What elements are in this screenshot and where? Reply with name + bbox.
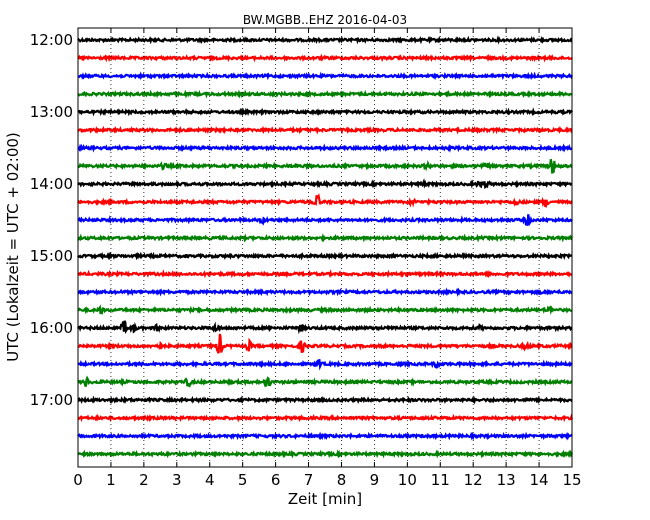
- trace-1315: [77, 125, 573, 135]
- trace-1545: [77, 304, 573, 316]
- y-axis-label: UTC (Lokalzeit = UTC + 02:00): [4, 132, 22, 362]
- trace-1645: [77, 375, 573, 388]
- traces-layer: [76, 35, 574, 459]
- x-tick-label: 0: [73, 471, 83, 489]
- chart-title: BW.MGBB..EHZ 2016-04-03: [243, 13, 407, 27]
- trace-1615: [77, 333, 573, 354]
- x-tick-label: 3: [172, 471, 182, 489]
- trace-1200: [77, 35, 573, 45]
- trace-1400: [77, 178, 573, 189]
- trace-1730: [77, 431, 573, 441]
- trace-1630: [77, 359, 573, 371]
- plot-frame: [77, 27, 573, 468]
- x-tick-label: 12: [464, 471, 483, 489]
- y-tick-label: 13:00: [30, 103, 73, 121]
- trace-1330: [77, 143, 573, 153]
- x-tick-label: 9: [370, 471, 380, 489]
- x-tick-label: 6: [271, 471, 281, 489]
- x-axis-label: Zeit [min]: [288, 490, 362, 508]
- x-tick-label: 7: [304, 471, 314, 489]
- x-tick-label: 13: [497, 471, 516, 489]
- trace-1500: [77, 251, 573, 261]
- y-tick-label: 15:00: [30, 247, 73, 265]
- x-tick-label: 11: [431, 471, 450, 489]
- x-tick-label: 14: [530, 471, 549, 489]
- trace-1445: [77, 233, 573, 243]
- x-tick-label: 8: [337, 471, 347, 489]
- x-axis: 0 1 2 3 4 5 6 7 8 9 10 11 12 13 14 15: [73, 28, 582, 489]
- trace-1300: [77, 107, 573, 117]
- x-tick-label: 10: [398, 471, 417, 489]
- x-tick-label: 5: [238, 471, 248, 489]
- trace-1430: [77, 214, 573, 227]
- trace-1530: [77, 287, 573, 298]
- y-tick-label: 12:00: [30, 31, 73, 49]
- trace-1715: [77, 413, 574, 423]
- trace-1215: [77, 53, 573, 63]
- trace-1415: [77, 193, 573, 208]
- trace-1245: [77, 89, 573, 99]
- trace-1230: [77, 71, 574, 81]
- trace-1345: [77, 159, 573, 174]
- trace-1600: [76, 320, 573, 335]
- trace-1745: [77, 449, 573, 459]
- y-tick-label: 14:00: [30, 175, 73, 193]
- y-tick-label: 16:00: [30, 319, 73, 337]
- x-tick-label: 2: [139, 471, 149, 489]
- x-tick-label: 4: [205, 471, 215, 489]
- x-tick-label: 15: [562, 471, 581, 489]
- y-axis: 12:00 13:00 14:00 15:00 16:00 17:00: [30, 31, 572, 409]
- trace-1515: [77, 269, 573, 279]
- x-tick-label: 1: [106, 471, 116, 489]
- y-tick-label: 17:00: [30, 391, 73, 409]
- trace-1700: [77, 395, 573, 405]
